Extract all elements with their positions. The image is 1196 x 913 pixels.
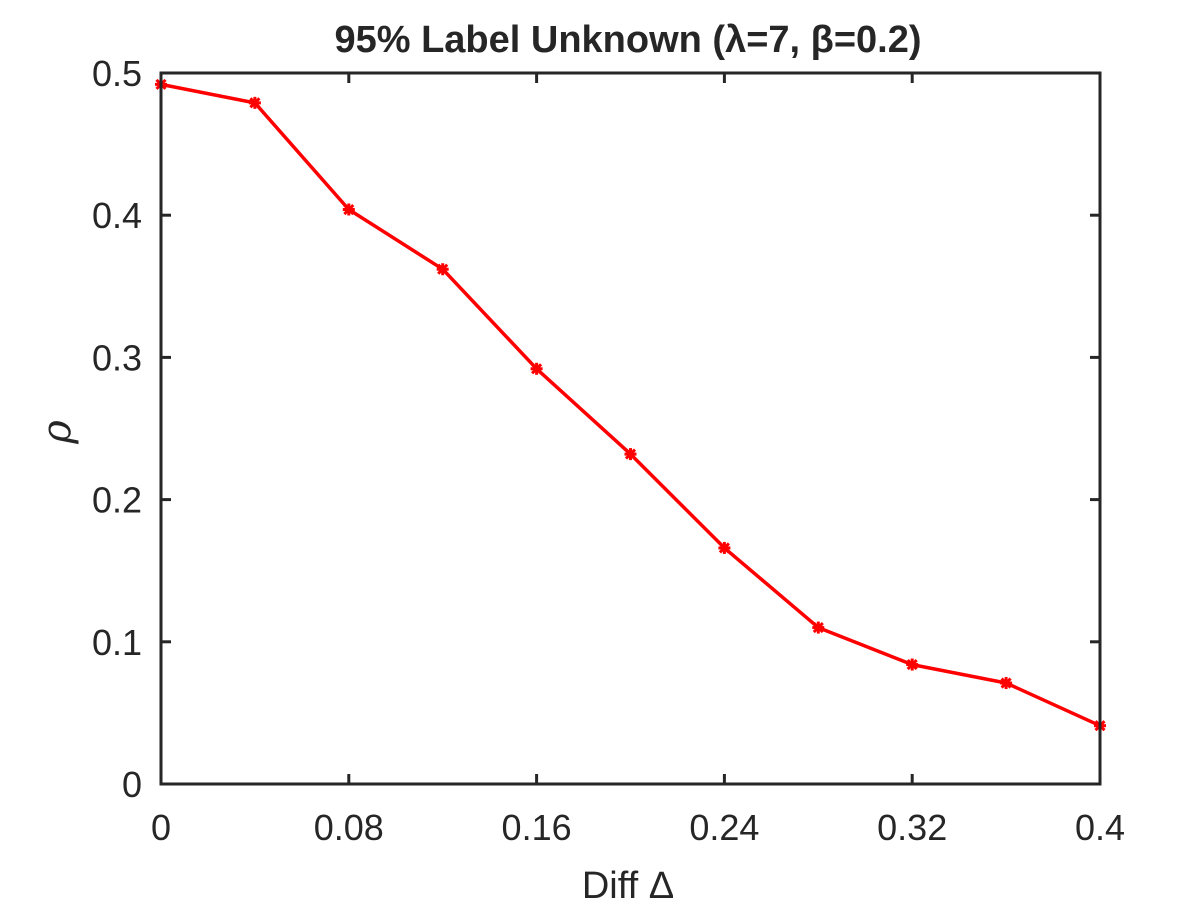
data-point	[436, 263, 449, 276]
y-tick-label: 0.2	[92, 480, 142, 521]
axis-ticks	[159, 71, 1102, 786]
data-point	[342, 203, 355, 216]
data-point	[248, 96, 261, 109]
data-point	[906, 658, 919, 671]
y-tick-label: 0.4	[92, 195, 142, 236]
x-tick-label: 0.16	[502, 807, 572, 848]
y-tick-label: 0.5	[92, 53, 142, 94]
x-tick-label: 0	[151, 807, 171, 848]
x-axis-label: Diff Δ	[582, 865, 674, 907]
y-tick-label: 0.1	[92, 622, 142, 663]
y-tick-label: 0.3	[92, 337, 142, 378]
tick-labels: 0 0.08 0.16 0.24 0.32 0.4 0 0.1 0.2 0.3 0.4 0.5	[92, 53, 1125, 848]
data-point	[718, 541, 731, 554]
data-point	[812, 621, 825, 634]
x-tick-label: 0.4	[1075, 807, 1125, 848]
plot-frame	[159, 71, 1102, 786]
data-point	[530, 362, 543, 375]
chart-title: 95% Label Unknown (λ=7, β=0.2)	[334, 19, 921, 61]
data-point	[1000, 677, 1013, 690]
data-series	[155, 78, 1106, 732]
series-line	[160, 82, 1101, 728]
data-point	[624, 448, 637, 461]
x-tick-label: 0.32	[877, 807, 947, 848]
y-tick-label: 0	[122, 764, 142, 805]
x-tick-label: 0.24	[689, 807, 759, 848]
x-tick-label: 0.08	[314, 807, 384, 848]
y-axis-label: ρ	[34, 420, 80, 445]
